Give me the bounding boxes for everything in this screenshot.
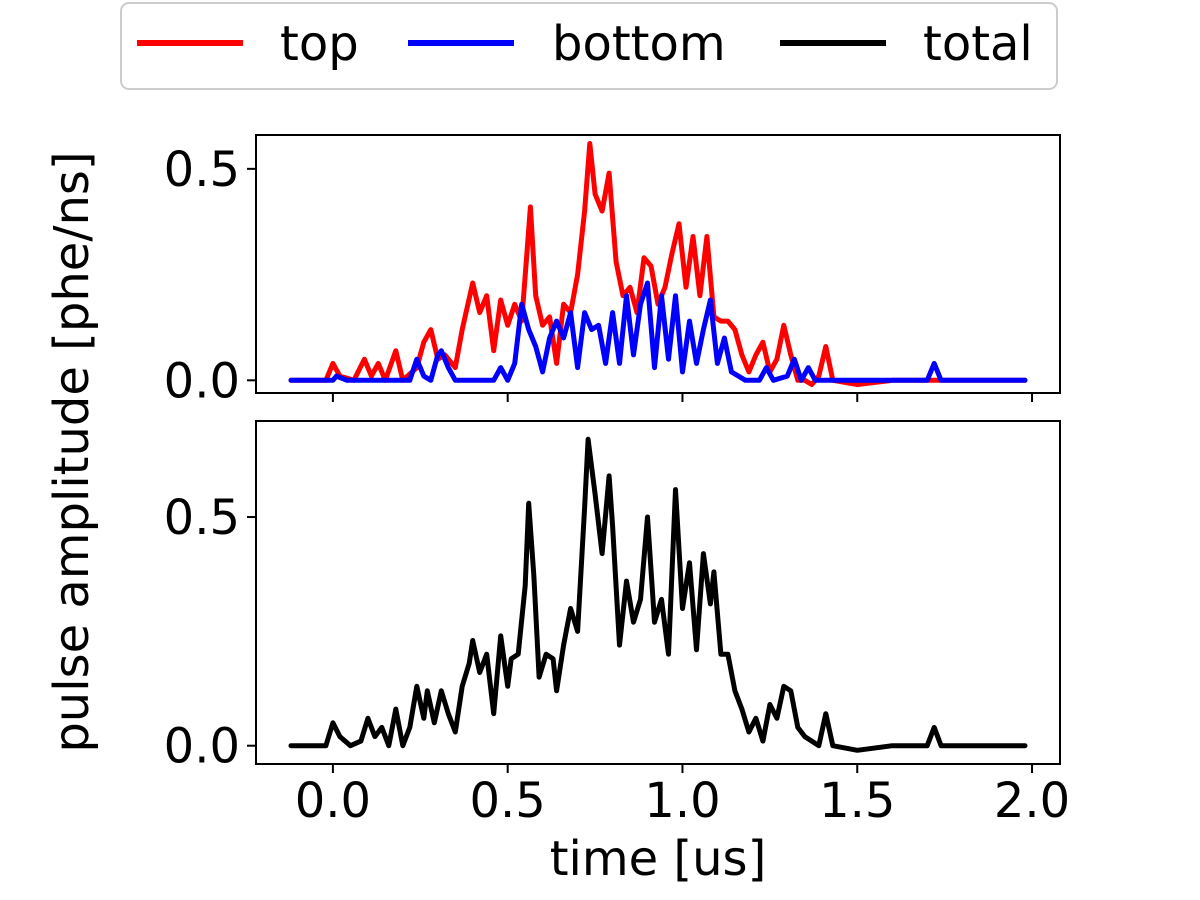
panel-top: 0.0 0.5 xyxy=(164,134,1061,409)
y-tick-label: 0.5 xyxy=(164,142,240,198)
x-tick-label: 1.0 xyxy=(644,773,720,829)
panel-bottom: 0.0 0.5 0.0 0.5 1.0 1.5 2.0 xyxy=(164,420,1070,829)
y-axis-label: pulse amplitude [phe/ns] xyxy=(44,151,100,752)
x-tick-label: 1.5 xyxy=(819,773,895,829)
y-tick-label: 0.5 xyxy=(164,490,240,546)
x-tick-label: 0.0 xyxy=(295,773,371,829)
x-axis-label: time [us] xyxy=(550,831,767,887)
plot-frame xyxy=(255,134,1061,394)
series-line-bottom xyxy=(288,280,1028,383)
series-line-total xyxy=(288,436,1028,753)
legend: top bottom total xyxy=(120,2,1058,90)
x-tick-label: 0.5 xyxy=(470,773,546,829)
series-line-top xyxy=(288,141,1028,387)
legend-label-top: top xyxy=(280,16,359,72)
y-tick-label: 0.0 xyxy=(164,353,240,409)
y-tick-label: 0.0 xyxy=(164,719,240,775)
legend-label-total: total xyxy=(923,16,1033,72)
legend-label-bottom: bottom xyxy=(552,16,726,72)
x-tick-label: 2.0 xyxy=(994,773,1070,829)
legend-frame xyxy=(120,2,1058,90)
plot-frame xyxy=(255,420,1061,765)
